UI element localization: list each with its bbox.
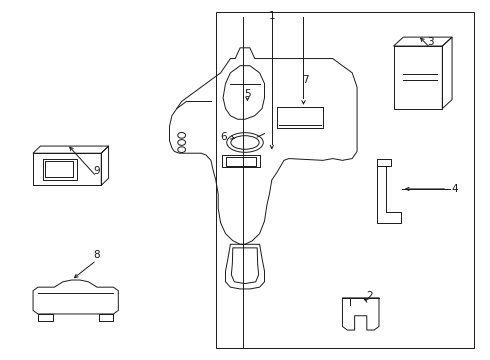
Text: 7: 7 <box>303 75 309 85</box>
Text: 8: 8 <box>93 250 99 260</box>
Text: 6: 6 <box>220 132 226 142</box>
Text: 4: 4 <box>451 184 458 194</box>
Text: 2: 2 <box>366 291 372 301</box>
Text: 9: 9 <box>93 166 99 176</box>
Text: 1: 1 <box>269 11 275 21</box>
Text: 3: 3 <box>427 37 434 48</box>
Text: 5: 5 <box>244 89 251 99</box>
Bar <box>216 12 474 348</box>
